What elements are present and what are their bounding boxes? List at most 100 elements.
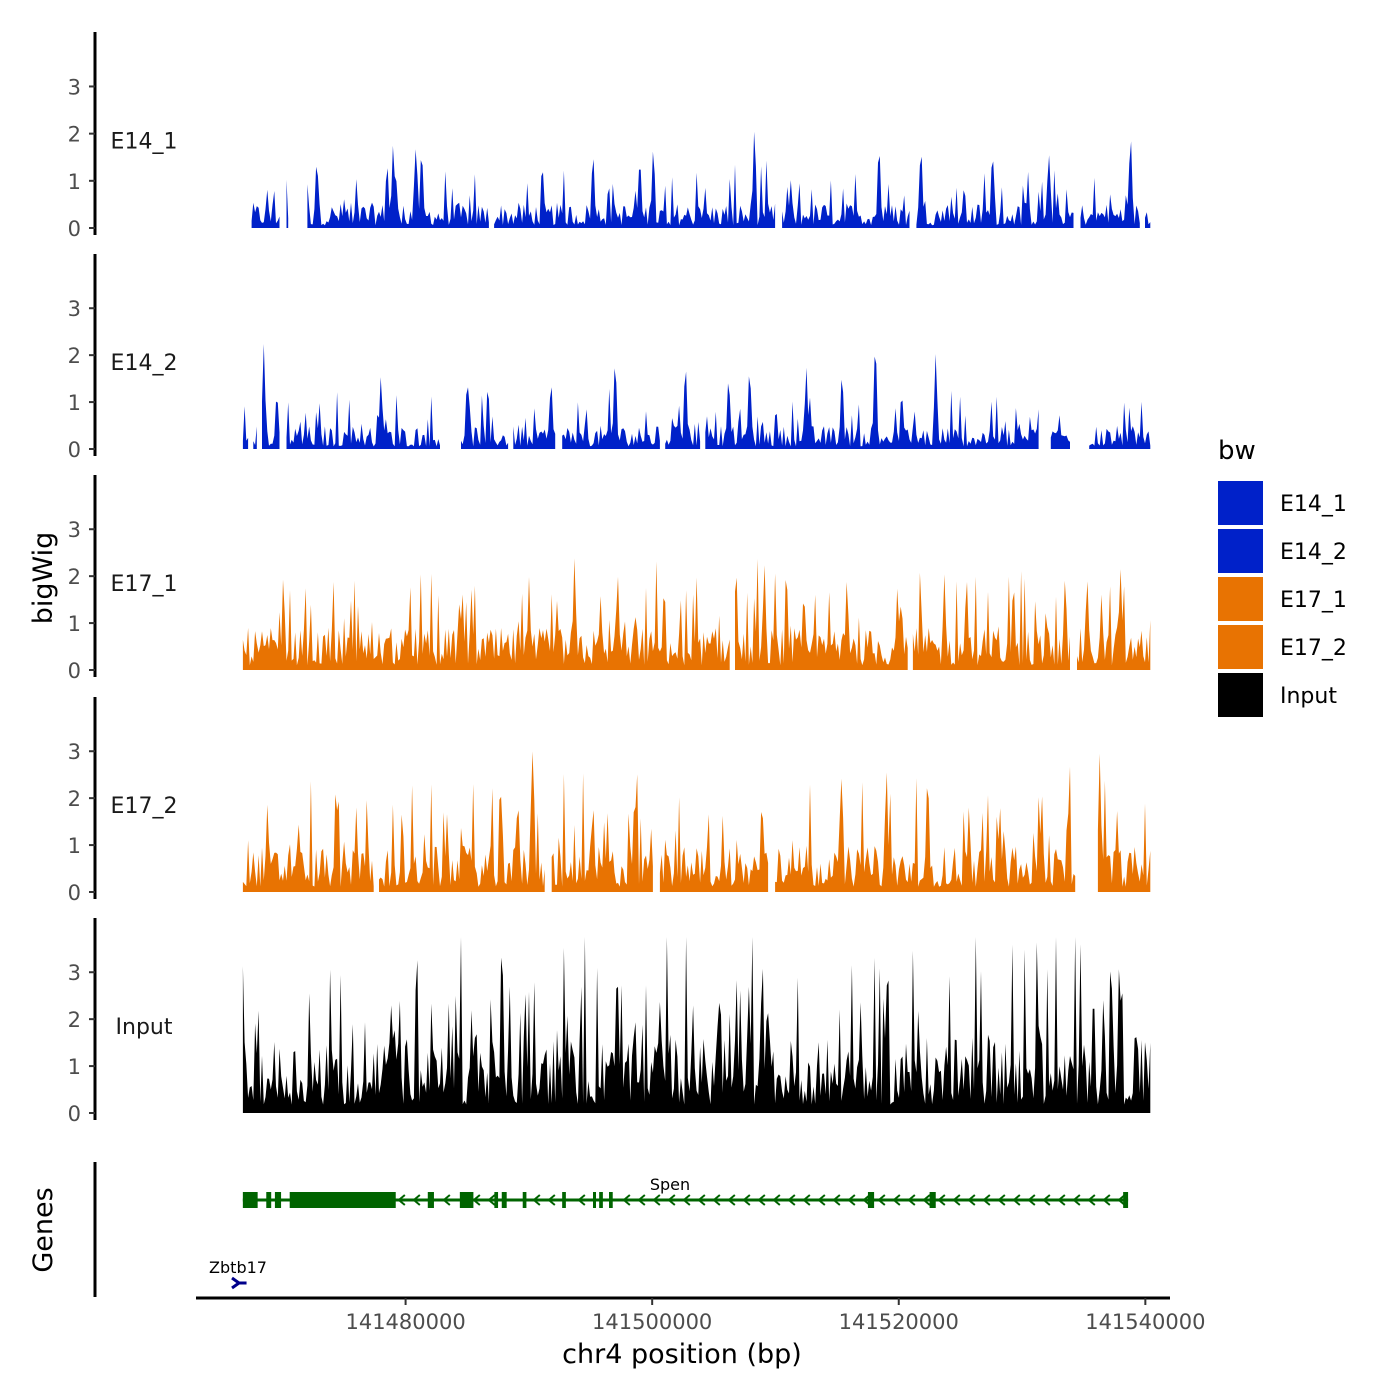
strand-chevron bbox=[397, 1194, 406, 1206]
track-E17_2: 0 1 2 3 E17_2 bbox=[68, 697, 1151, 905]
x-tick-label: 141480000 bbox=[345, 1310, 465, 1334]
track-label: Input bbox=[116, 1015, 173, 1040]
strand-chevron bbox=[442, 1194, 451, 1206]
y-tick-label: 3 bbox=[68, 297, 81, 321]
y-tick-label: 1 bbox=[68, 834, 81, 858]
track-label: E17_1 bbox=[111, 572, 178, 597]
exon bbox=[929, 1192, 936, 1208]
signal-area-E14_1 bbox=[494, 131, 776, 228]
exon bbox=[494, 1192, 499, 1208]
strand-chevron bbox=[787, 1194, 796, 1206]
signal-area-E14_2 bbox=[705, 354, 1039, 449]
signal-area-E14_1 bbox=[251, 189, 280, 228]
exon bbox=[289, 1192, 396, 1208]
y-tick-label: 3 bbox=[68, 961, 81, 985]
strand-chevron bbox=[802, 1194, 811, 1206]
strand-chevron bbox=[1072, 1194, 1081, 1206]
exon bbox=[459, 1192, 474, 1208]
strand-chevron bbox=[892, 1194, 901, 1206]
strand-chevron bbox=[532, 1194, 541, 1206]
x-axis: 141480000 141500000 141520000 141540000 bbox=[196, 1296, 1205, 1334]
y-tick-label: 2 bbox=[68, 344, 81, 368]
strand-chevron bbox=[952, 1194, 961, 1206]
strand-chevron bbox=[487, 1194, 496, 1206]
y-tick-label: 1 bbox=[68, 612, 81, 636]
signal-area-E14_2 bbox=[665, 371, 701, 449]
strand-chevron bbox=[1087, 1194, 1096, 1206]
signal-area-E14_2 bbox=[461, 387, 509, 449]
exon bbox=[592, 1192, 596, 1208]
y-tick-label: 2 bbox=[68, 1008, 81, 1032]
legend-label: E14_1 bbox=[1280, 492, 1347, 517]
legend-title: bw bbox=[1218, 436, 1256, 466]
legend-swatch bbox=[1218, 481, 1263, 525]
exon bbox=[274, 1192, 282, 1208]
strand-chevron bbox=[772, 1194, 781, 1206]
signal-area-E14_1 bbox=[286, 179, 289, 228]
exon bbox=[242, 1192, 258, 1208]
exon bbox=[609, 1192, 613, 1208]
exon bbox=[501, 1192, 507, 1208]
strand-chevron bbox=[1027, 1194, 1036, 1206]
strand-chevron bbox=[1042, 1194, 1051, 1206]
legend-item-E17_2: E17_2 bbox=[1218, 625, 1347, 669]
legend-swatch bbox=[1218, 577, 1263, 621]
y-tick-label: 2 bbox=[68, 123, 81, 147]
track-E17_1: 0 1 2 3 E17_1 bbox=[68, 475, 1151, 683]
legend-label: E17_2 bbox=[1280, 636, 1347, 661]
y-tick-label: 1 bbox=[68, 170, 81, 194]
legend-swatch bbox=[1218, 625, 1263, 669]
legend-label: E17_1 bbox=[1280, 588, 1347, 613]
legend-item-Input: Input bbox=[1218, 673, 1337, 717]
strand-chevron bbox=[967, 1194, 976, 1206]
bigwig-tracks: 0 1 2 3 E14_1 0 1 2 3 E14_2 0 1 2 3 E17_1 0 1 2 3 E17_2 0 1 2 3… bbox=[68, 32, 1151, 1126]
strand-chevron bbox=[832, 1194, 841, 1206]
strand-chevron bbox=[547, 1194, 556, 1206]
y-tick-label: 3 bbox=[68, 518, 81, 542]
x-tick-label: 141500000 bbox=[592, 1310, 712, 1334]
strand-chevron bbox=[712, 1194, 721, 1206]
track-E14_1: 0 1 2 3 E14_1 bbox=[68, 32, 1151, 241]
signal-area-E14_2 bbox=[286, 377, 440, 449]
strand-chevron bbox=[997, 1194, 1006, 1206]
gene-Zbtb17: Zbtb17 bbox=[209, 1258, 267, 1290]
signal-area-E17_2 bbox=[1097, 753, 1151, 892]
strand-chevron bbox=[1012, 1194, 1021, 1206]
track-E14_2: 0 1 2 3 E14_2 bbox=[68, 254, 1151, 462]
signal-area-E17_1 bbox=[912, 571, 1070, 670]
exon bbox=[522, 1192, 527, 1208]
strand-chevron bbox=[1057, 1194, 1066, 1206]
signal-area-E14_2 bbox=[1050, 415, 1070, 449]
exon bbox=[427, 1192, 434, 1208]
exon bbox=[1123, 1192, 1129, 1208]
legend-item-E17_1: E17_1 bbox=[1218, 577, 1347, 621]
strand-chevron bbox=[667, 1194, 676, 1206]
legend-item-E14_2: E14_2 bbox=[1218, 529, 1347, 573]
y-tick-label: 0 bbox=[68, 1102, 81, 1126]
signal-area-E14_1 bbox=[307, 145, 489, 228]
signal-area-E17_1 bbox=[735, 558, 908, 670]
legend: E14_1 E14_2 E17_1 E17_2 Input bbox=[1218, 481, 1347, 717]
signal-area-E17_2 bbox=[242, 781, 374, 892]
strand-chevron bbox=[1117, 1194, 1126, 1206]
signal-area-E14_1 bbox=[782, 156, 910, 228]
gene-label: Zbtb17 bbox=[209, 1258, 267, 1277]
legend-swatch bbox=[1218, 673, 1263, 717]
strand-chevron bbox=[682, 1194, 691, 1206]
strand-chevron bbox=[937, 1194, 946, 1206]
legend-label: E14_2 bbox=[1280, 540, 1347, 565]
exon bbox=[867, 1192, 875, 1208]
exon bbox=[266, 1192, 272, 1208]
strand-chevron bbox=[412, 1194, 421, 1206]
signal-area-E14_2 bbox=[1089, 401, 1151, 449]
strand-chevron bbox=[622, 1194, 631, 1206]
strand-chevron bbox=[697, 1194, 706, 1206]
strand-chevron bbox=[577, 1194, 586, 1206]
legend-item-E14_1: E14_1 bbox=[1218, 481, 1347, 525]
strand-chevron bbox=[907, 1194, 916, 1206]
signal-area-E14_1 bbox=[1145, 212, 1151, 228]
signal-area-E17_2 bbox=[551, 773, 653, 892]
signal-area-Input bbox=[242, 937, 1151, 1113]
y-tick-label: 2 bbox=[68, 565, 81, 589]
